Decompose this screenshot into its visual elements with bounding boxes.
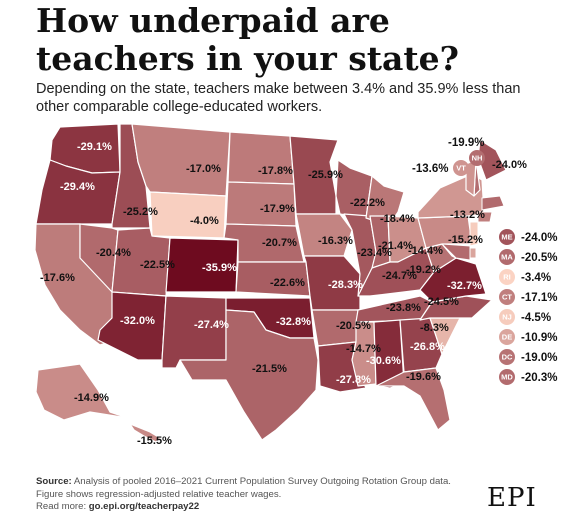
state-mn — [289, 135, 339, 215]
state-label-ia: -16.3% — [318, 235, 353, 247]
state-label-ut: -22.5% — [140, 259, 175, 271]
callout-value-nj: -4.5% — [521, 312, 551, 324]
footer: Source: Analysis of pooled 2016–2021 Cur… — [36, 476, 456, 514]
state-label-wi: -22.2% — [350, 197, 385, 209]
state-md — [441, 243, 471, 261]
callout-marker-ma — [499, 249, 515, 265]
read-more-label: Read more: — [36, 501, 87, 512]
state-label-tn: -23.8% — [386, 302, 421, 314]
callout-abbr-dc: DC — [502, 353, 513, 362]
state-label-ca: -17.6% — [40, 272, 75, 284]
state-label-ks: -22.6% — [270, 277, 305, 289]
state-label-tx: -21.5% — [252, 363, 287, 375]
state-label-ms: -14.7% — [346, 343, 381, 355]
callout-marker-ct — [499, 289, 515, 305]
state-label-fl: -19.6% — [406, 371, 441, 383]
callout-marker-nh — [469, 150, 485, 166]
callout-marker-md — [499, 369, 515, 385]
state-label-co: -35.9% — [202, 262, 237, 274]
state-label-mt: -17.0% — [186, 163, 221, 175]
state-label-sc: -8.3% — [420, 322, 449, 334]
callout-abbr-ri: RI — [503, 273, 511, 282]
state-label-nc: -24.5% — [424, 296, 459, 308]
state-label-ny: -13.2% — [450, 209, 485, 221]
state-label-nm: -27.4% — [194, 319, 229, 331]
state-nm — [161, 295, 227, 369]
state-label-me: -24.0% — [492, 159, 527, 171]
state-label-in: -21.4% — [378, 240, 413, 252]
state-label-wy: -4.0% — [190, 215, 219, 227]
callout-value-md: -20.3% — [521, 372, 557, 384]
state-tx — [179, 309, 319, 441]
callout-abbr-de: DE — [502, 333, 512, 342]
state-de — [469, 247, 477, 259]
state-label-sd: -17.9% — [260, 203, 295, 215]
state-label-or: -29.4% — [60, 181, 95, 193]
read-more-link[interactable]: go.epi.org/teacherpay22 — [88, 501, 200, 512]
state-hi — [129, 423, 161, 443]
callout-abbr-ma: MA — [501, 253, 513, 262]
state-ct — [477, 211, 493, 223]
state-label-ak: -14.9% — [74, 392, 109, 404]
state-label-al: -30.6% — [366, 355, 401, 367]
epi-logo: EPI — [487, 483, 537, 513]
callout-marker-nj — [499, 309, 515, 325]
state-nj — [469, 221, 479, 247]
state-label-nd: -17.8% — [258, 165, 293, 177]
state-label-wv: -19.2% — [406, 264, 441, 276]
state-fl — [375, 367, 451, 431]
state-ma — [481, 195, 505, 211]
state-label-nv: -20.4% — [96, 247, 131, 259]
state-ak — [35, 363, 129, 421]
read-more: Read more: go.epi.org/teacherpay22 — [36, 501, 456, 514]
state-label-mn: -25.9% — [308, 169, 343, 181]
callout-marker-ri — [499, 269, 515, 285]
callout-value-dc: -19.0% — [521, 352, 557, 364]
state-mt — [131, 123, 231, 197]
callout-value-ma: -20.5% — [521, 252, 557, 264]
state-label-oh: -14.4% — [408, 245, 443, 257]
callout-value-ct: -17.1% — [521, 292, 557, 304]
source-text: Analysis of pooled 2016–2021 Current Pop… — [36, 476, 451, 500]
callout-abbr-nh: NH — [472, 154, 483, 163]
state-label-id: -25.2% — [123, 206, 158, 218]
callout-marker-dc — [499, 349, 515, 365]
state-label-hi: -15.5% — [137, 435, 172, 447]
state-label-il: -23.4% — [357, 247, 392, 259]
state-ia — [295, 213, 353, 257]
state-label-va: -32.7% — [447, 280, 482, 292]
page-title: How underpaid are teachers in your state… — [36, 1, 460, 78]
state-label-mi: -18.4% — [380, 213, 415, 225]
state-label-ok: -32.8% — [276, 316, 311, 328]
callout-abbr-vt: VT — [456, 164, 466, 173]
callout-abbr-me: ME — [501, 233, 512, 242]
callout-value-ri: -3.4% — [521, 272, 551, 284]
callout-marker-de — [499, 329, 515, 345]
callout-value-me: -24.0% — [521, 232, 557, 244]
callout-value-nh: -19.9% — [448, 137, 484, 149]
state-label-ga: -26.8% — [410, 341, 445, 353]
state-label-ar: -20.5% — [336, 320, 371, 332]
state-label-wa: -29.1% — [77, 141, 112, 153]
source-label: Source: — [36, 476, 72, 487]
callout-abbr-md: MD — [501, 373, 513, 382]
state-label-la: -27.8% — [336, 374, 371, 386]
state-label-mo: -28.3% — [328, 279, 363, 291]
callout-abbr-nj: NJ — [502, 313, 512, 322]
callout-value-vt: -13.6% — [412, 163, 448, 175]
callout-value-de: -10.9% — [521, 332, 557, 344]
state-label-ne: -20.7% — [262, 237, 297, 249]
callout-marker-me — [499, 229, 515, 245]
callout-abbr-ct: CT — [502, 293, 512, 302]
state-label-pa: -15.2% — [448, 234, 483, 246]
source-note: Source: Analysis of pooled 2016–2021 Cur… — [36, 476, 456, 501]
callout-marker-vt — [453, 160, 469, 176]
state-label-az: -32.0% — [120, 315, 155, 327]
subtitle: Depending on the state, teachers make be… — [36, 81, 521, 115]
state-label-ky: -24.7% — [382, 270, 417, 282]
